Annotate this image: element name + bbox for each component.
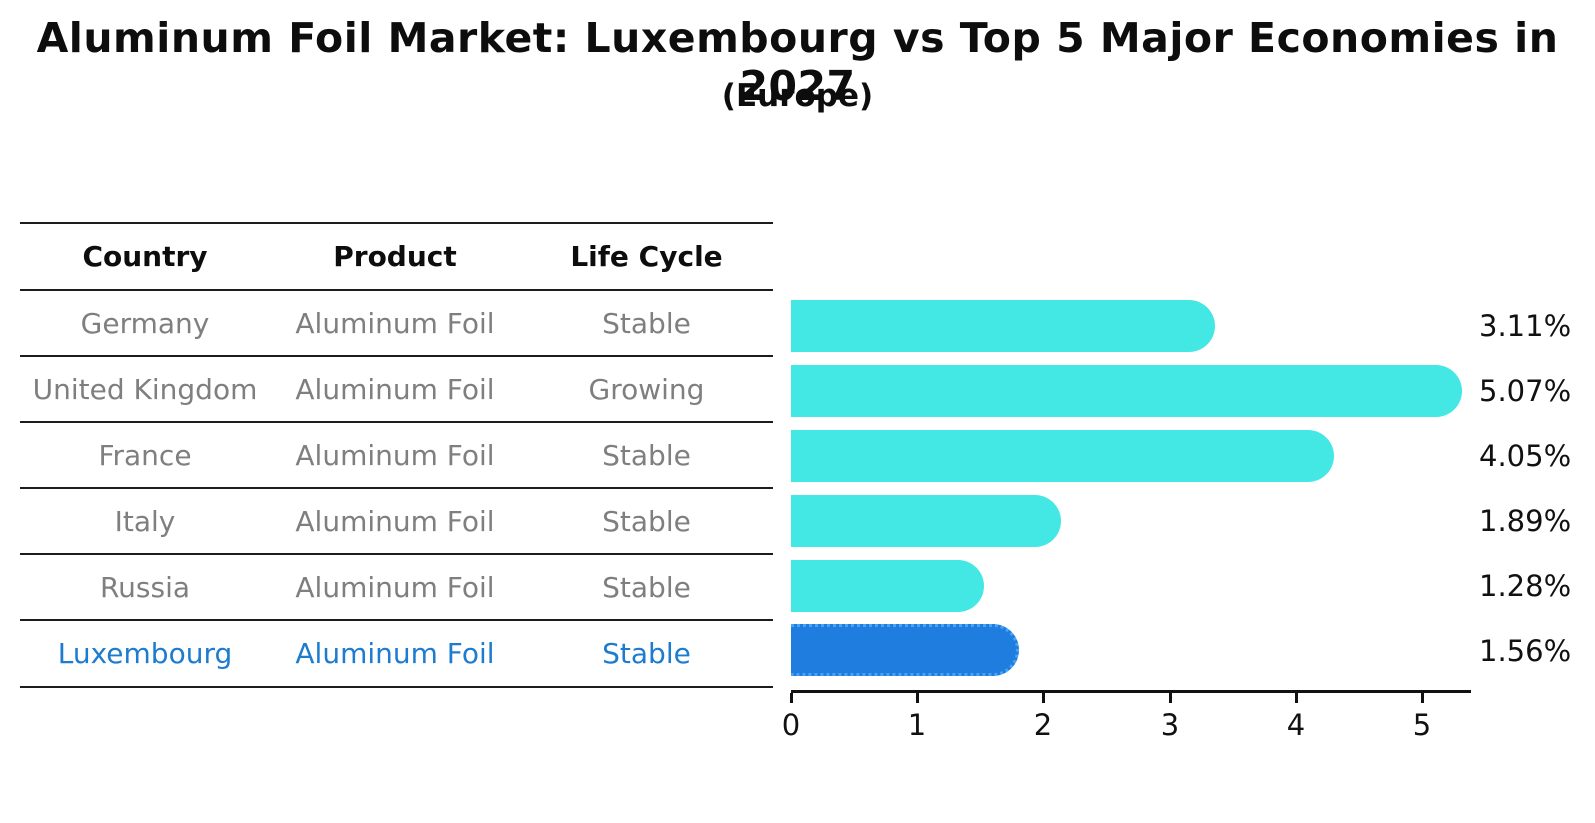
table-cell-country: Italy [114,504,176,538]
table-cell-life-cycle: Stable [602,438,691,472]
bar-italy [791,495,1061,547]
bar-chart: 0 1 2 3 4 5 [782,0,1471,823]
table-divider [20,355,773,357]
table-cell-life-cycle: Growing [588,372,705,406]
table-cell-country: Luxembourg [57,637,233,670]
table-row: France Aluminum Foil Stable [20,423,773,487]
table-cell-country: France [98,438,192,472]
value-label: 1.89% [1479,504,1572,538]
table-divider [20,222,773,224]
chart-subtitle: (Europe) [721,78,874,114]
value-label: 3.11% [1479,309,1572,343]
x-axis-tick [1042,693,1045,703]
table-cell-product: Aluminum Foil [295,570,495,604]
bar-germany [791,300,1215,352]
table-row: Germany Aluminum Foil Stable [20,291,773,355]
table-cell-country: United Kingdom [32,372,258,406]
x-axis-tick-label: 0 [781,708,801,742]
table-cell-product: Aluminum Foil [295,438,495,472]
x-axis-tick-label: 2 [1033,708,1053,742]
table-cell-product: Aluminum Foil [295,504,495,538]
bar-united-kingdom [791,365,1462,417]
table-cell-country: Germany [80,306,210,340]
value-label: 5.07% [1479,374,1572,408]
table-cell-life-cycle: Stable [602,570,691,604]
table-divider [20,686,773,688]
table-cell-country: Russia [99,570,191,604]
table-row: Italy Aluminum Foil Stable [20,489,773,553]
table-row: United Kingdom Aluminum Foil Growing [20,357,773,421]
table-cell-life-cycle: Stable [602,504,691,538]
table-row: Russia Aluminum Foil Stable [20,555,773,619]
table-divider [20,289,773,291]
x-axis-tick-label: 1 [907,708,927,742]
bar-france [791,430,1334,482]
table-cell-life-cycle: Stable [602,637,691,670]
chart-title: Aluminum Foil Market: Luxembourg vs Top … [36,14,1559,110]
bar-russia [791,560,984,612]
x-axis-tick [1421,693,1424,703]
x-axis-tick-label: 5 [1412,708,1432,742]
country-table: Country Product Life Cycle Germany Alumi… [20,0,773,823]
bar-luxembourg-highlight [791,624,1019,676]
table-divider [20,487,773,489]
table-header-row: Country Product Life Cycle [20,224,773,289]
x-axis-line [791,690,1471,693]
x-axis-tick [916,693,919,703]
table-cell-product: Aluminum Foil [295,372,495,406]
value-label: 4.05% [1479,439,1572,473]
table-row-luxembourg-highlight: Luxembourg Aluminum Foil Stable [20,621,773,686]
table-header-life-cycle: Life Cycle [570,240,723,273]
table-cell-product: Aluminum Foil [295,637,495,670]
x-axis-tick [790,693,793,703]
x-axis-tick [1295,693,1298,703]
value-label: 1.28% [1479,569,1572,603]
table-header-country: Country [82,240,208,273]
table-header-product: Product [333,240,457,273]
x-axis-tick-label: 4 [1286,708,1306,742]
x-axis-tick-label: 3 [1160,708,1180,742]
x-axis-tick [1169,693,1172,703]
table-cell-product: Aluminum Foil [295,306,495,340]
table-divider [20,553,773,555]
table-cell-life-cycle: Stable [602,306,691,340]
table-divider [20,421,773,423]
value-label: 1.56% [1479,634,1572,668]
table-divider [20,619,773,621]
